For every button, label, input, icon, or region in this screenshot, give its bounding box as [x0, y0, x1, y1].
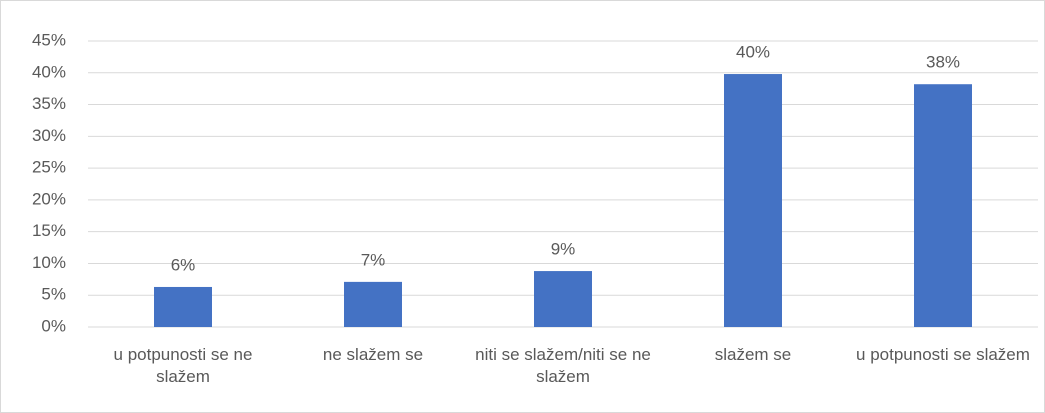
- x-tick-label: u potpunosti se ne slažem: [113, 345, 253, 386]
- data-label: 40%: [736, 43, 770, 62]
- bar: [914, 84, 972, 328]
- bar: [154, 286, 212, 327]
- y-tick-label: 0%: [41, 316, 66, 335]
- y-tick-label: 35%: [32, 94, 66, 113]
- y-tick-label: 5%: [41, 285, 66, 304]
- data-label: 6%: [171, 255, 196, 274]
- data-label: 9%: [551, 240, 576, 259]
- x-tick-label: niti se slažem/niti se ne slažem: [475, 345, 651, 386]
- y-tick-label: 30%: [32, 126, 66, 145]
- y-tick-label: 45%: [32, 30, 66, 49]
- bar: [344, 281, 402, 327]
- x-tick-label: u potpunosti se slažem: [856, 345, 1030, 364]
- bar: [534, 271, 592, 327]
- y-tick-label: 25%: [32, 158, 66, 177]
- x-tick-label: slažem se: [714, 345, 792, 364]
- data-label: 7%: [361, 250, 386, 269]
- data-label: 38%: [926, 53, 960, 72]
- x-tick-label: ne slažem se: [322, 345, 424, 364]
- bar: [724, 74, 782, 327]
- y-tick-label: 15%: [32, 221, 66, 240]
- y-tick-label: 40%: [32, 62, 66, 81]
- y-tick-label: 10%: [32, 253, 66, 272]
- y-tick-label: 20%: [32, 189, 66, 208]
